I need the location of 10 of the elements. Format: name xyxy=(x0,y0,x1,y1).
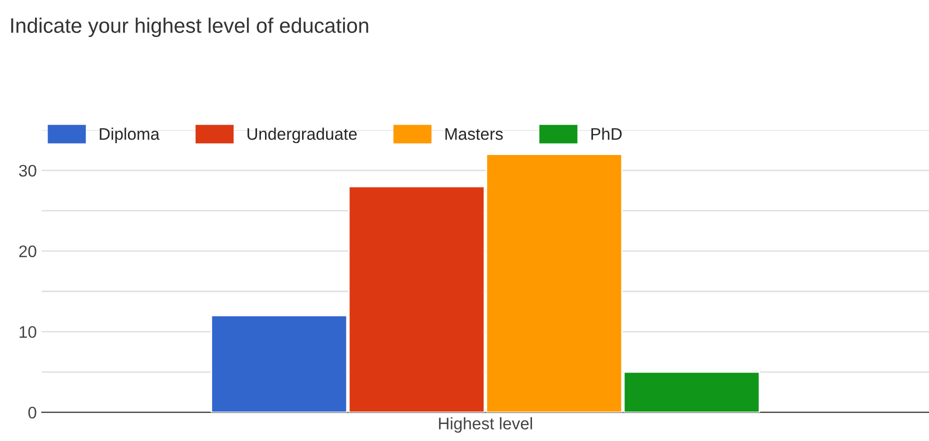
legend-label: Masters xyxy=(445,128,503,140)
y-tick-label: 0 xyxy=(28,406,36,419)
chart-title: Indicate your highest level of education xyxy=(11,18,368,38)
y-tick-label: 10 xyxy=(20,326,36,338)
legend-label: Undergraduate xyxy=(248,128,357,144)
x-tick-label: Highest level xyxy=(439,417,532,433)
legend-label: PhD xyxy=(591,128,622,140)
legend-label: Diploma xyxy=(100,128,160,144)
y-tick-label: 30 xyxy=(19,164,36,177)
y-tick-label: 20 xyxy=(19,245,36,258)
